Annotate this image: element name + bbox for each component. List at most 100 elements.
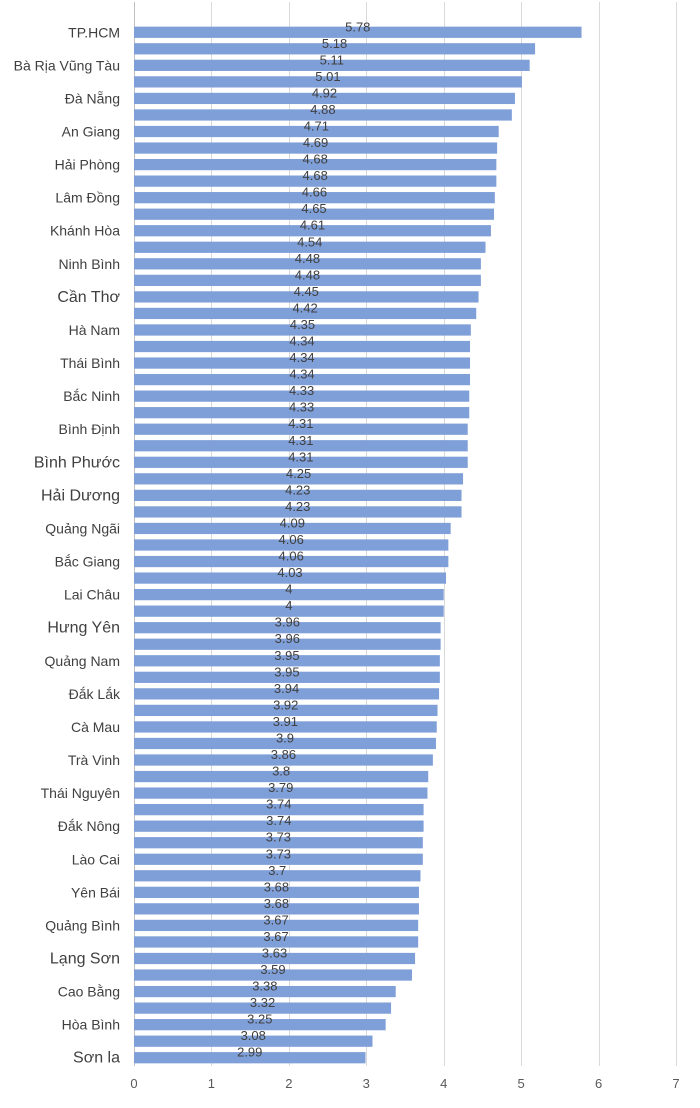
value-label-16: 4.45 — [294, 284, 319, 299]
category-label-42: Cà Mau — [71, 719, 120, 735]
value-label-0: 5.78 — [345, 19, 370, 34]
bar-47 — [134, 804, 424, 816]
category-label-52: Yên Bái — [71, 884, 120, 900]
bar-29 — [134, 506, 462, 518]
x-tick-label-5: 5 — [518, 1076, 525, 1091]
category-label-8: Hải Phòng — [55, 157, 120, 173]
category-label-46: Thái Nguyên — [41, 785, 120, 801]
bar-53 — [134, 903, 419, 915]
category-label-34: Lai Châu — [64, 587, 120, 603]
value-label-36: 3.96 — [275, 615, 300, 630]
value-label-57: 3.59 — [260, 962, 285, 977]
x-tick-label-6: 6 — [595, 1076, 602, 1091]
category-label-6: An Giang — [62, 124, 120, 140]
value-label-39: 3.95 — [274, 664, 299, 679]
value-label-58: 3.38 — [252, 979, 277, 994]
value-label-54: 3.67 — [263, 912, 288, 927]
bar-17 — [134, 307, 477, 320]
bar-62 — [134, 1052, 366, 1064]
value-label-38: 3.95 — [274, 648, 299, 663]
bar-27 — [134, 473, 464, 485]
bar-3 — [134, 76, 522, 88]
x-tick-label-1: 1 — [208, 1076, 215, 1091]
value-label-28: 4.23 — [285, 482, 310, 497]
category-label-18: Hà Nam — [69, 322, 120, 338]
value-label-13: 4.54 — [297, 234, 322, 249]
bar-16 — [134, 291, 479, 303]
bar-45 — [134, 770, 429, 783]
value-label-27: 4.25 — [286, 466, 311, 481]
bar-19 — [134, 340, 471, 353]
value-label-7: 4.69 — [303, 135, 328, 150]
value-label-44: 3.86 — [271, 747, 296, 762]
value-label-26: 4.31 — [288, 449, 313, 464]
bar-41 — [134, 704, 438, 717]
bar-48 — [134, 820, 424, 832]
value-label-32: 4.06 — [279, 549, 304, 564]
value-label-52: 3.68 — [264, 879, 289, 894]
bar-10 — [134, 192, 495, 204]
bar-55 — [134, 936, 419, 948]
value-label-6: 4.71 — [304, 119, 329, 134]
category-label-58: Cao Bằng — [58, 984, 120, 1000]
category-label-14: Ninh Bình — [59, 256, 120, 272]
bar-12 — [134, 225, 491, 237]
bar-60 — [134, 1019, 386, 1031]
category-label-4: Đà Nẵng — [65, 90, 120, 106]
bar-20 — [134, 357, 471, 369]
value-label-18: 4.35 — [290, 317, 315, 332]
category-label-24: Bình Định — [59, 421, 120, 437]
value-label-34: 4 — [285, 582, 292, 597]
value-label-1: 5.18 — [322, 36, 347, 51]
value-label-11: 4.65 — [301, 201, 326, 216]
bar-35 — [134, 605, 444, 617]
bar-1 — [134, 43, 536, 55]
category-label-56: Lạng Sơn — [50, 950, 120, 967]
bar-49 — [134, 837, 423, 849]
bar-30 — [134, 522, 451, 535]
bar-33 — [134, 572, 447, 584]
x-tick-label-7: 7 — [672, 1076, 679, 1091]
value-label-41: 3.92 — [273, 697, 298, 712]
value-label-2: 5.11 — [320, 52, 344, 67]
bar-37 — [134, 638, 441, 650]
value-label-31: 4.06 — [279, 532, 304, 547]
bar-32 — [134, 555, 449, 568]
bar-18 — [134, 324, 471, 336]
value-label-55: 3.67 — [263, 929, 288, 944]
value-labels: 5.78 5.185.11 5.014.92 4.88 4.714.69 4.684.68… — [237, 19, 370, 1059]
x-axis-ticks: 0 1 2 3 4 5 6 7 — [130, 1076, 679, 1091]
value-label-37: 3.96 — [275, 631, 300, 646]
value-label-5: 4.88 — [310, 102, 335, 117]
category-label-26: Bình Phước — [34, 454, 120, 471]
value-label-62: 2.99 — [237, 1045, 262, 1060]
value-label-47: 3.74 — [266, 797, 291, 812]
bar-15 — [134, 274, 481, 286]
value-label-45: 3.8 — [272, 764, 290, 779]
category-label-54: Quảng Bình — [45, 917, 120, 933]
bar-40 — [134, 688, 440, 700]
bar-58 — [134, 985, 396, 998]
value-label-21: 4.34 — [289, 367, 314, 382]
value-label-12: 4.61 — [300, 218, 325, 233]
bar-43 — [134, 737, 436, 750]
bar-9 — [134, 175, 497, 187]
value-label-20: 4.34 — [289, 350, 314, 365]
value-label-33: 4.03 — [277, 565, 302, 580]
category-label-36: Hưng Yên — [47, 620, 120, 637]
bars — [134, 26, 582, 1064]
value-label-49: 3.73 — [266, 830, 291, 845]
bar-61 — [134, 1035, 373, 1047]
bar-39 — [134, 671, 440, 683]
value-label-29: 4.23 — [285, 499, 310, 514]
category-label-62: Sơn la — [73, 1050, 120, 1067]
category-label-40: Đắk Lắk — [69, 686, 121, 702]
bar-38 — [134, 655, 440, 667]
value-label-15: 4.48 — [295, 267, 320, 282]
x-tick-label-2: 2 — [285, 1076, 292, 1091]
category-label-28: Hải Dương — [41, 487, 120, 504]
value-label-48: 3.74 — [266, 813, 291, 828]
x-tick-label-0: 0 — [130, 1076, 137, 1091]
category-label-60: Hòa Bình — [62, 1017, 120, 1033]
bar-56 — [134, 952, 416, 965]
